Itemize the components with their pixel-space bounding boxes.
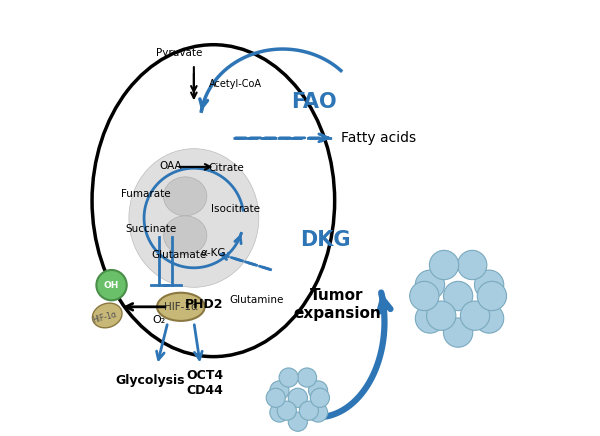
- Text: Glutamate: Glutamate: [151, 250, 206, 260]
- Circle shape: [310, 388, 329, 407]
- Circle shape: [298, 368, 317, 387]
- Text: Fumarate: Fumarate: [121, 189, 171, 199]
- Circle shape: [415, 304, 445, 333]
- Circle shape: [270, 381, 289, 400]
- Text: Glutamine: Glutamine: [229, 295, 284, 305]
- Circle shape: [415, 270, 445, 300]
- Text: Glycolysis: Glycolysis: [116, 374, 185, 387]
- Circle shape: [477, 281, 506, 310]
- Circle shape: [308, 381, 328, 400]
- Text: DKG: DKG: [300, 230, 350, 250]
- Circle shape: [427, 301, 456, 330]
- Circle shape: [443, 318, 473, 347]
- Ellipse shape: [164, 177, 207, 216]
- Text: OCT4
CD44: OCT4 CD44: [186, 368, 223, 397]
- Circle shape: [279, 368, 298, 387]
- Text: HIF-1α: HIF-1α: [92, 310, 118, 325]
- Circle shape: [288, 388, 307, 407]
- Text: Tumor
expansion: Tumor expansion: [293, 289, 380, 321]
- Circle shape: [270, 403, 289, 422]
- Text: Citrate: Citrate: [208, 163, 244, 173]
- Circle shape: [458, 250, 487, 279]
- Text: Acetyl-CoA: Acetyl-CoA: [209, 79, 262, 89]
- Ellipse shape: [92, 303, 122, 328]
- Circle shape: [460, 301, 490, 330]
- Circle shape: [443, 281, 473, 310]
- Text: OH: OH: [104, 281, 119, 290]
- Text: HIF-1α: HIF-1α: [164, 302, 198, 312]
- Circle shape: [475, 270, 504, 300]
- Ellipse shape: [164, 216, 207, 255]
- Circle shape: [277, 401, 296, 420]
- Text: Succinate: Succinate: [125, 224, 176, 234]
- Circle shape: [410, 281, 439, 310]
- Circle shape: [97, 270, 127, 300]
- Ellipse shape: [157, 293, 205, 321]
- Text: PHD2: PHD2: [185, 298, 224, 311]
- Text: O₂: O₂: [152, 315, 166, 325]
- Ellipse shape: [129, 149, 259, 287]
- Circle shape: [299, 401, 319, 420]
- Text: Fatty acids: Fatty acids: [341, 131, 416, 145]
- Text: OAA: OAA: [159, 161, 182, 171]
- Circle shape: [308, 403, 328, 422]
- Text: FAO: FAO: [292, 92, 337, 112]
- Circle shape: [475, 304, 504, 333]
- Circle shape: [288, 412, 307, 431]
- Circle shape: [266, 388, 286, 407]
- Text: α-KG: α-KG: [200, 248, 226, 258]
- Text: Pyruvate: Pyruvate: [155, 48, 202, 58]
- Text: Isocitrate: Isocitrate: [211, 204, 260, 215]
- Circle shape: [430, 250, 458, 279]
